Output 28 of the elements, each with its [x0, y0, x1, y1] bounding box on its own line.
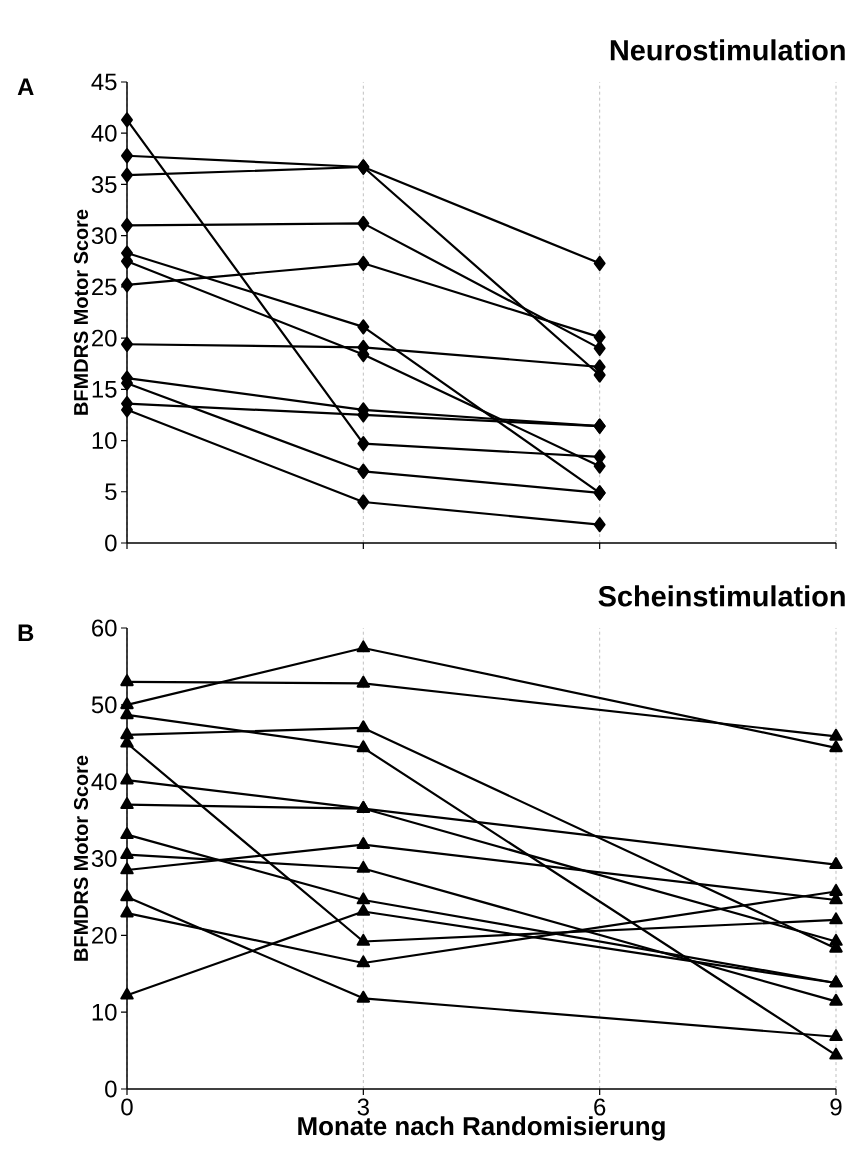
- y-axis-title: BFMDRS Motor Score: [73, 755, 89, 961]
- x-tick-label: 3: [357, 1098, 369, 1116]
- y-tick-label: 15: [92, 380, 117, 398]
- y-tick-label: 50: [91, 696, 117, 714]
- text: A: [17, 78, 34, 96]
- y-tick-label: 20: [92, 926, 117, 944]
- y-axis-title: BFMDRS Motor Score: [73, 209, 89, 415]
- chart-title: Scheinstimulation: [598, 585, 845, 607]
- y-tick-label: 5: [105, 483, 117, 501]
- text: B: [18, 624, 34, 642]
- y-tick-label: 25: [92, 278, 117, 296]
- y-tick-label: 40: [91, 124, 117, 142]
- y-tick-label: 40: [91, 773, 117, 791]
- y-tick-label: 45: [91, 73, 117, 91]
- chart-title: Neurostimulation: [610, 39, 845, 61]
- y-tick-label: 35: [91, 175, 117, 193]
- y-tick-label: 0: [105, 1080, 117, 1098]
- y-tick-label: 20: [92, 329, 117, 347]
- y-tick-label: 0: [105, 534, 117, 552]
- x-axis-title: Monate nach Randomisierung: [298, 1116, 665, 1141]
- x-tick-label: 9: [830, 1098, 842, 1116]
- y-tick-label: 10: [92, 1003, 117, 1021]
- x-tick-label: 0: [121, 1098, 133, 1116]
- y-tick-label: 30: [91, 850, 117, 867]
- x-tick-label: 6: [594, 1098, 606, 1116]
- y-tick-label: 60: [92, 619, 117, 637]
- y-tick-label: 10: [92, 432, 117, 450]
- y-tick-label: 30: [91, 227, 117, 245]
